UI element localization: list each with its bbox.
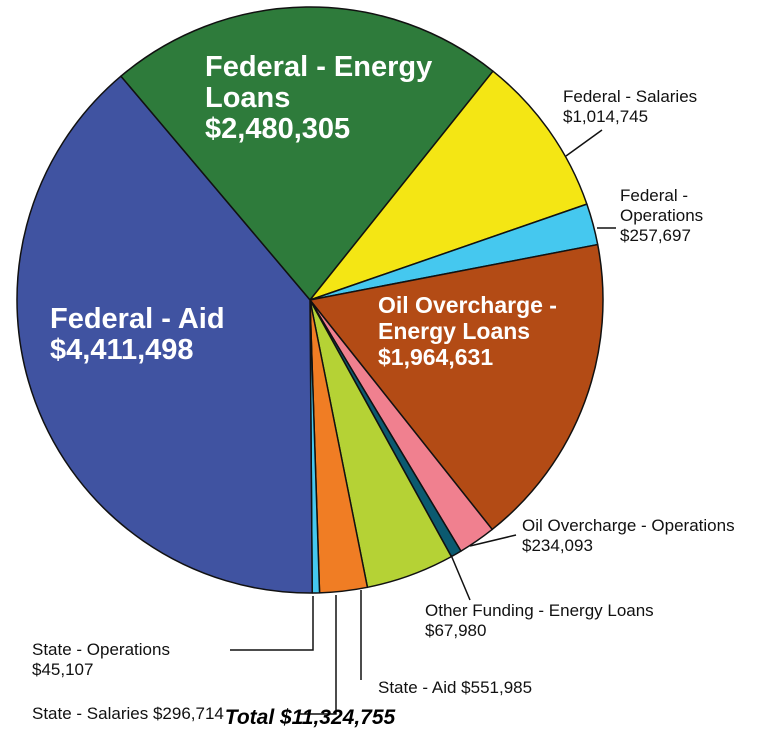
value-label: $4,411,498 bbox=[50, 334, 194, 366]
pie bbox=[16, 6, 604, 594]
chart-title: Total $11,324,755 bbox=[224, 706, 396, 729]
slice-label: Federal - Aid $4,411,498 bbox=[50, 304, 280, 366]
pie-slice bbox=[16, 75, 313, 594]
slice-label: Oil Overcharge - Operations $234,093 bbox=[522, 516, 737, 556]
slice-label: Federal - Energy Loans $2,480,305 bbox=[205, 52, 435, 145]
slice-label: Other Funding - Energy Loans $67,980 bbox=[425, 601, 745, 641]
category: Other Funding - Energy Loans bbox=[425, 601, 654, 620]
category: Federal - Salaries bbox=[563, 87, 698, 106]
value-label: $551,985 bbox=[461, 678, 533, 697]
pie-slice bbox=[309, 70, 588, 301]
slice-label: Federal - Salaries $1,014,745 bbox=[563, 87, 758, 127]
slice-label: State - Salaries $296,714 bbox=[32, 704, 302, 724]
slice-label: State - Aid $551,985 bbox=[378, 678, 638, 698]
pie-slice bbox=[309, 243, 604, 531]
pie-slice bbox=[120, 6, 494, 301]
leader-line bbox=[469, 534, 517, 547]
value-label: $2,480,305 bbox=[205, 113, 351, 145]
value-label: $296,714 bbox=[152, 704, 224, 723]
category: State - Aid bbox=[378, 678, 457, 697]
value-label: $257,697 bbox=[620, 226, 691, 245]
value-label: $67,980 bbox=[425, 621, 487, 640]
value-label: $1,964,631 bbox=[378, 344, 494, 370]
slice-label: Federal - Operations $257,697 bbox=[620, 186, 740, 246]
leader-lines bbox=[230, 129, 616, 715]
category: Federal - Operations bbox=[620, 186, 704, 225]
leader-line bbox=[300, 595, 337, 715]
leader-line bbox=[230, 596, 314, 651]
slice-label: State - Operations $45,107 bbox=[32, 640, 227, 680]
category: State - Operations bbox=[32, 640, 170, 659]
leader-line bbox=[565, 129, 603, 157]
category: Federal - Aid bbox=[50, 303, 225, 335]
category: Federal - Energy Loans bbox=[205, 51, 433, 114]
leader-line bbox=[450, 554, 471, 601]
slice-label: Oil Overcharge - Energy Loans $1,964,631 bbox=[378, 292, 603, 370]
category: State - Salaries bbox=[32, 704, 149, 723]
value-label: $234,093 bbox=[522, 536, 593, 555]
category: Oil Overcharge - Operations bbox=[522, 516, 735, 535]
value-label: $45,107 bbox=[32, 660, 94, 679]
category: Oil Overcharge - Energy Loans bbox=[378, 292, 557, 344]
value-label: $1,014,745 bbox=[563, 107, 649, 126]
